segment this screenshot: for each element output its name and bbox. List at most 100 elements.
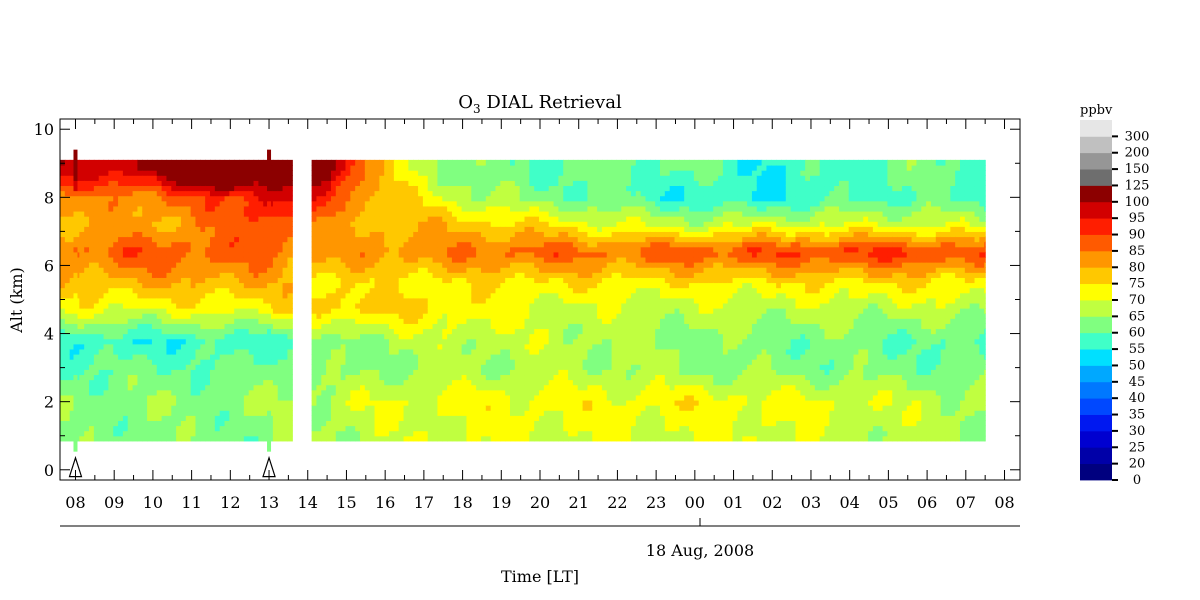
heatmap-cell bbox=[418, 216, 424, 222]
heatmap-cell bbox=[510, 251, 516, 258]
heatmap-cell bbox=[413, 164, 419, 171]
heatmap-cell bbox=[413, 180, 419, 187]
heatmap-cell bbox=[190, 241, 197, 248]
heatmap-cell bbox=[103, 282, 109, 289]
heatmap-cell bbox=[490, 384, 497, 391]
heatmap-cell bbox=[398, 185, 405, 192]
heatmap-cell bbox=[476, 379, 482, 386]
heatmap-cell bbox=[311, 170, 318, 176]
heatmap-cell bbox=[234, 190, 240, 197]
heatmap-cell bbox=[263, 430, 269, 437]
heatmap-cell bbox=[122, 399, 129, 406]
heatmap-cell bbox=[118, 369, 124, 376]
heatmap-cell bbox=[418, 185, 424, 192]
heatmap-cell bbox=[408, 343, 414, 350]
heatmap-cell bbox=[379, 164, 385, 171]
heatmap-cell bbox=[224, 359, 230, 365]
heatmap-cell bbox=[171, 389, 177, 396]
heatmap-cell bbox=[210, 313, 216, 319]
heatmap-cell bbox=[408, 231, 414, 238]
heatmap-cell bbox=[127, 313, 134, 319]
heatmap-cell bbox=[427, 328, 434, 335]
heatmap-cell bbox=[350, 425, 356, 432]
heatmap-cell bbox=[369, 435, 376, 442]
heatmap-cell bbox=[185, 251, 192, 258]
heatmap-cell bbox=[287, 159, 293, 166]
heatmap-cell bbox=[408, 159, 414, 166]
heatmap-cell bbox=[326, 425, 332, 432]
heatmap-cell bbox=[277, 333, 284, 340]
heatmap-cell bbox=[132, 308, 139, 314]
heatmap-cell bbox=[239, 333, 245, 340]
heatmap-cell bbox=[360, 277, 366, 284]
heatmap-cell bbox=[500, 410, 506, 416]
heatmap-cell bbox=[147, 425, 153, 432]
heatmap-cell bbox=[234, 159, 240, 166]
heatmap-cell bbox=[374, 292, 380, 299]
heatmap-cell bbox=[108, 425, 114, 432]
heatmap-cell bbox=[364, 231, 371, 238]
heatmap-cell bbox=[118, 297, 124, 304]
heatmap-cell bbox=[403, 394, 409, 401]
heatmap-cell bbox=[118, 262, 124, 268]
heatmap-cell bbox=[345, 216, 351, 222]
heatmap-cell bbox=[490, 328, 497, 335]
heatmap-cell bbox=[485, 246, 492, 253]
heatmap-cell bbox=[69, 374, 76, 381]
heatmap-cell bbox=[340, 164, 347, 171]
heatmap-cell bbox=[282, 241, 289, 248]
heatmap-cell bbox=[195, 425, 201, 432]
heatmap-cell bbox=[60, 216, 66, 222]
heatmap-cell bbox=[234, 374, 240, 381]
heatmap-cell bbox=[103, 231, 109, 238]
heatmap-cell bbox=[156, 282, 163, 289]
heatmap-cell bbox=[311, 415, 318, 421]
heatmap-cell bbox=[384, 170, 390, 176]
heatmap-cell bbox=[422, 272, 429, 278]
heatmap-cell bbox=[137, 338, 143, 345]
heatmap-cell bbox=[205, 267, 211, 273]
heatmap-cell bbox=[229, 420, 235, 427]
heatmap-cell bbox=[355, 338, 361, 345]
heatmap-cell bbox=[103, 343, 109, 350]
heatmap-cell bbox=[384, 369, 390, 376]
heatmap-cell bbox=[398, 277, 405, 284]
heatmap-cell bbox=[485, 343, 492, 350]
heatmap-cell bbox=[437, 287, 443, 294]
heatmap-cell bbox=[190, 425, 197, 432]
heatmap-cell bbox=[389, 359, 395, 365]
heatmap-cell bbox=[355, 205, 361, 212]
heatmap-cell bbox=[282, 210, 289, 217]
heatmap-cell bbox=[69, 221, 76, 227]
heatmap-cell bbox=[461, 205, 468, 212]
heatmap-cell bbox=[171, 399, 177, 406]
heatmap-cell bbox=[277, 297, 284, 304]
heatmap-cell bbox=[408, 369, 414, 376]
heatmap-cell bbox=[330, 318, 337, 324]
heatmap-cell bbox=[311, 399, 318, 406]
heatmap-cell bbox=[205, 420, 211, 427]
heatmap-cell bbox=[480, 277, 487, 284]
heatmap-cell bbox=[171, 185, 177, 192]
heatmap-cell bbox=[485, 256, 492, 263]
heatmap-cell bbox=[147, 415, 153, 421]
heatmap-cell bbox=[151, 364, 158, 370]
heatmap-cell bbox=[500, 175, 506, 181]
heatmap-cell bbox=[374, 221, 380, 227]
heatmap-cell bbox=[495, 425, 501, 432]
heatmap-cell bbox=[89, 231, 95, 238]
heatmap-cell bbox=[176, 241, 182, 248]
heatmap-cell bbox=[350, 231, 356, 238]
chart-title-subscript: 3 bbox=[473, 102, 481, 116]
heatmap-cell bbox=[248, 364, 255, 370]
heatmap-cell bbox=[253, 405, 259, 411]
heatmap-cell bbox=[456, 226, 463, 232]
heatmap-cell bbox=[224, 282, 230, 289]
heatmap-cell bbox=[326, 195, 332, 202]
heatmap-cell bbox=[447, 210, 453, 217]
heatmap-cell bbox=[200, 175, 206, 181]
heatmap-cell bbox=[142, 297, 148, 304]
heatmap-cell bbox=[64, 297, 71, 304]
heatmap-cell bbox=[64, 185, 71, 192]
heatmap-cell bbox=[84, 297, 90, 304]
